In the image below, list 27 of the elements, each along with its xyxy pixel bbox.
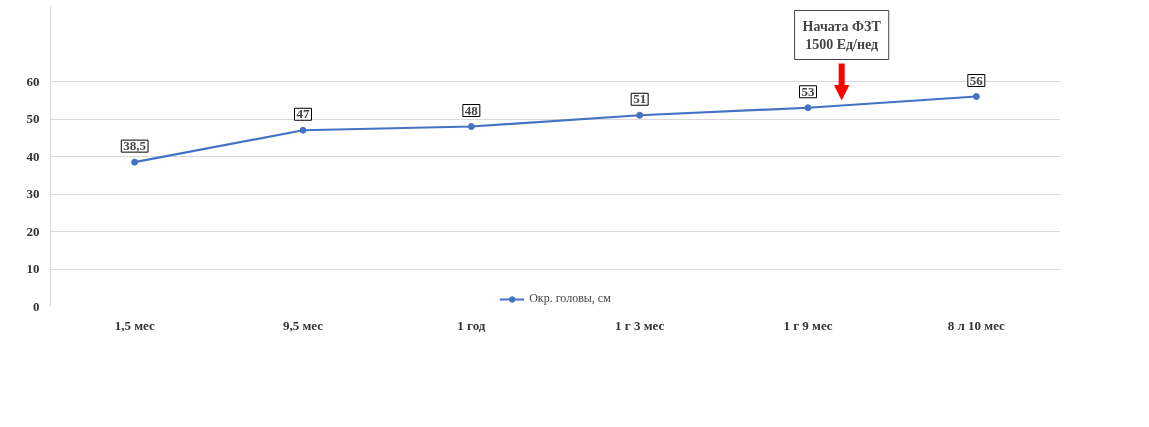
y-tick-label: 20	[26, 223, 40, 239]
data-label: 51	[633, 91, 647, 107]
point	[804, 104, 812, 112]
annotation: Начата ФЗТ 1500 Ед/нед	[802, 18, 882, 52]
point	[636, 111, 644, 119]
y-tick-label: 40	[26, 148, 40, 164]
x-tick-label: 9,5 мес	[282, 317, 324, 333]
y-tick-label: 60	[26, 73, 40, 89]
data-label: 47	[296, 106, 310, 122]
x-tick-label: 1 год	[457, 317, 486, 333]
x-tick-label: 1 г 3 мес	[615, 317, 665, 333]
x-tick-label: 1,5 мес	[114, 317, 155, 333]
point	[972, 93, 980, 100]
y-tick-label: 10	[26, 261, 40, 276]
x-tick-label: 8 л 10 мес	[947, 317, 1006, 333]
y-tick-label: 50	[26, 111, 40, 126]
point	[299, 126, 307, 134]
data-label: 56	[969, 72, 984, 88]
data-label: 38,5	[123, 138, 147, 154]
data-label: 48	[464, 102, 479, 118]
y-tick-label: 30	[26, 186, 40, 201]
legend-label: Окр. головы, см	[529, 291, 611, 306]
point	[467, 123, 475, 130]
y-tick-label: 0	[33, 298, 40, 314]
data-label: 53	[801, 83, 815, 99]
point	[131, 158, 139, 166]
x-tick-label: 1 г 9 мес	[783, 317, 833, 333]
